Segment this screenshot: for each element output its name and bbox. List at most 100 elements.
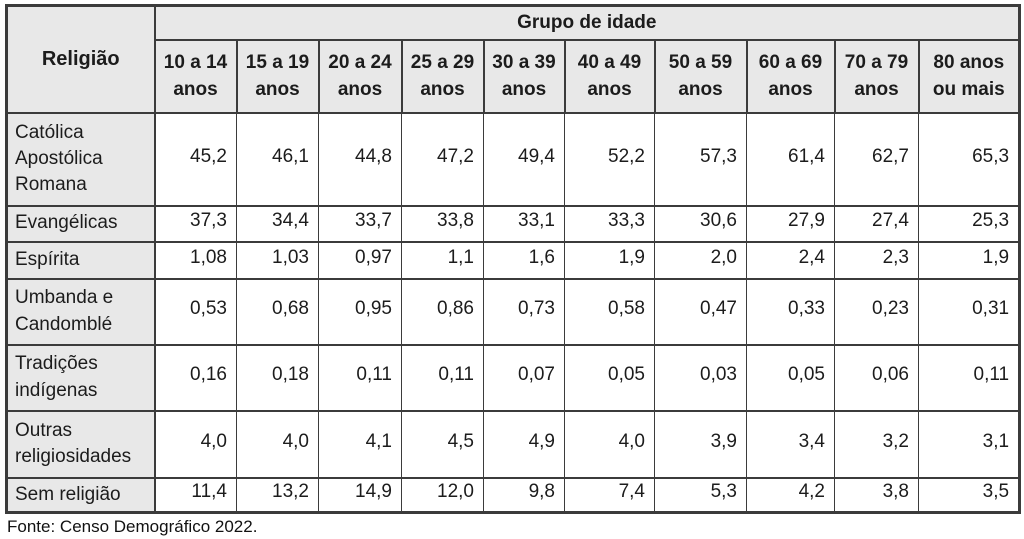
religion-by-age-table: Religião Grupo de idade 10 a 14 anos 15 a… — [5, 4, 1022, 515]
value-cell: 34,4 — [236, 204, 319, 243]
table-header: Religião Grupo de idade 10 a 14 anos 15 a… — [5, 4, 1021, 114]
value-cell: 2,0 — [654, 240, 747, 280]
value-cell: 0,53 — [154, 277, 237, 346]
value-cell: 11,4 — [154, 476, 237, 514]
value-cell: 0,33 — [746, 277, 835, 346]
value-cell: 0,05 — [746, 343, 835, 412]
value-cell: 0,05 — [564, 343, 655, 412]
value-cell: 0,86 — [401, 277, 484, 346]
value-cell: 47,2 — [401, 111, 484, 207]
source-note: Fonte: Censo Demográfico 2022. — [7, 517, 258, 537]
value-cell: 0,23 — [834, 277, 919, 346]
value-cell: 4,1 — [318, 409, 402, 479]
value-cell: 4,0 — [236, 409, 319, 479]
age-col-header-20-24: 20 a 24 anos — [317, 38, 403, 114]
value-cell: 0,11 — [917, 343, 1021, 412]
value-cell: 1,6 — [483, 240, 565, 280]
value-cell: 0,16 — [154, 343, 237, 412]
age-col-header-30-39: 30 a 39 anos — [482, 38, 566, 114]
religion-label: Umbanda e Candomblé — [6, 277, 156, 346]
value-cell: 0,73 — [483, 277, 565, 346]
table-row-evangelicas: Evangélicas 37,3 34,4 33,7 33,8 33,1 33,… — [6, 204, 1021, 243]
value-cell: 30,6 — [654, 204, 747, 243]
value-cell: 27,4 — [834, 204, 919, 243]
value-cell: 61,4 — [746, 111, 835, 207]
group-header-row: Religião Grupo de idade — [5, 4, 1021, 114]
religion-label: Católica Apostólica Romana — [6, 111, 156, 207]
value-cell: 2,3 — [834, 240, 919, 280]
religion-label: Espírita — [6, 240, 156, 280]
value-cell: 45,2 — [154, 111, 237, 207]
age-group-span-header: Grupo de idade — [153, 4, 1021, 41]
value-cell: 3,8 — [834, 476, 919, 514]
value-cell: 4,0 — [154, 409, 237, 479]
table-body: Católica Apostólica Romana 45,2 46,1 44,… — [6, 111, 1021, 514]
value-cell: 7,4 — [564, 476, 655, 514]
value-cell: 3,2 — [834, 409, 919, 479]
value-cell: 14,9 — [318, 476, 402, 514]
age-col-header-15-19: 15 a 19 anos — [235, 38, 320, 114]
table-row-sem-religiao: Sem religião 11,4 13,2 14,9 12,0 9,8 7,4… — [6, 476, 1021, 514]
value-cell: 1,9 — [917, 240, 1021, 280]
value-cell: 62,7 — [834, 111, 919, 207]
value-cell: 0,11 — [318, 343, 402, 412]
value-cell: 65,3 — [917, 111, 1021, 207]
value-cell: 0,03 — [654, 343, 747, 412]
value-cell: 0,11 — [401, 343, 484, 412]
table-row-catolica: Católica Apostólica Romana 45,2 46,1 44,… — [6, 111, 1021, 207]
value-cell: 44,8 — [318, 111, 402, 207]
religion-label: Sem religião — [6, 476, 156, 514]
value-cell: 0,47 — [654, 277, 747, 346]
age-col-header-60-69: 60 a 69 anos — [745, 38, 836, 114]
value-cell: 3,9 — [654, 409, 747, 479]
value-cell: 4,9 — [483, 409, 565, 479]
religion-label: Tradições indígenas — [6, 343, 156, 412]
table-row-umbanda-candomble: Umbanda e Candomblé 0,53 0,68 0,95 0,86 … — [6, 277, 1021, 346]
table-row-espirita: Espírita 1,08 1,03 0,97 1,1 1,6 1,9 2,0 … — [6, 240, 1021, 280]
value-cell: 3,5 — [917, 476, 1021, 514]
value-cell: 1,03 — [236, 240, 319, 280]
table-row-tradicoes-indigenas: Tradições indígenas 0,16 0,18 0,11 0,11 … — [6, 343, 1021, 412]
value-cell: 0,18 — [236, 343, 319, 412]
value-cell: 13,2 — [236, 476, 319, 514]
value-cell: 12,0 — [401, 476, 484, 514]
value-cell: 46,1 — [236, 111, 319, 207]
value-cell: 0,07 — [483, 343, 565, 412]
value-cell: 5,3 — [654, 476, 747, 514]
age-col-header-10-14: 10 a 14 anos — [153, 38, 238, 114]
value-cell: 52,2 — [564, 111, 655, 207]
value-cell: 0,31 — [917, 277, 1021, 346]
value-cell: 1,1 — [401, 240, 484, 280]
value-cell: 0,58 — [564, 277, 655, 346]
value-cell: 33,7 — [318, 204, 402, 243]
value-cell: 3,4 — [746, 409, 835, 479]
value-cell: 49,4 — [483, 111, 565, 207]
value-cell: 0,68 — [236, 277, 319, 346]
age-col-header-40-49: 40 a 49 anos — [563, 38, 656, 114]
value-cell: 4,2 — [746, 476, 835, 514]
value-cell: 2,4 — [746, 240, 835, 280]
age-col-header-50-59: 50 a 59 anos — [653, 38, 748, 114]
value-cell: 33,3 — [564, 204, 655, 243]
value-cell: 3,1 — [917, 409, 1021, 479]
religion-label: Outras religiosidades — [6, 409, 156, 479]
value-cell: 0,06 — [834, 343, 919, 412]
value-cell: 0,95 — [318, 277, 402, 346]
value-cell: 27,9 — [746, 204, 835, 243]
value-cell: 0,97 — [318, 240, 402, 280]
age-col-header-25-29: 25 a 29 anos — [400, 38, 485, 114]
value-cell: 9,8 — [483, 476, 565, 514]
value-cell: 33,8 — [401, 204, 484, 243]
age-col-header-80-plus: 80 anos ou mais — [917, 38, 1021, 114]
religion-label: Evangélicas — [6, 204, 156, 243]
value-cell: 25,3 — [917, 204, 1021, 243]
age-col-header-70-79: 70 a 79 anos — [833, 38, 920, 114]
value-cell: 1,08 — [154, 240, 237, 280]
religion-column-header: Religião — [5, 4, 156, 114]
value-cell: 4,5 — [401, 409, 484, 479]
age-columns-header-row: 10 a 14 anos 15 a 19 anos 20 a 24 anos 25 a… — [7, 38, 1021, 114]
value-cell: 1,9 — [564, 240, 655, 280]
value-cell: 37,3 — [154, 204, 237, 243]
table-row-outras-religiosidades: Outras religiosidades 4,0 4,0 4,1 4,5 4,… — [6, 409, 1021, 479]
